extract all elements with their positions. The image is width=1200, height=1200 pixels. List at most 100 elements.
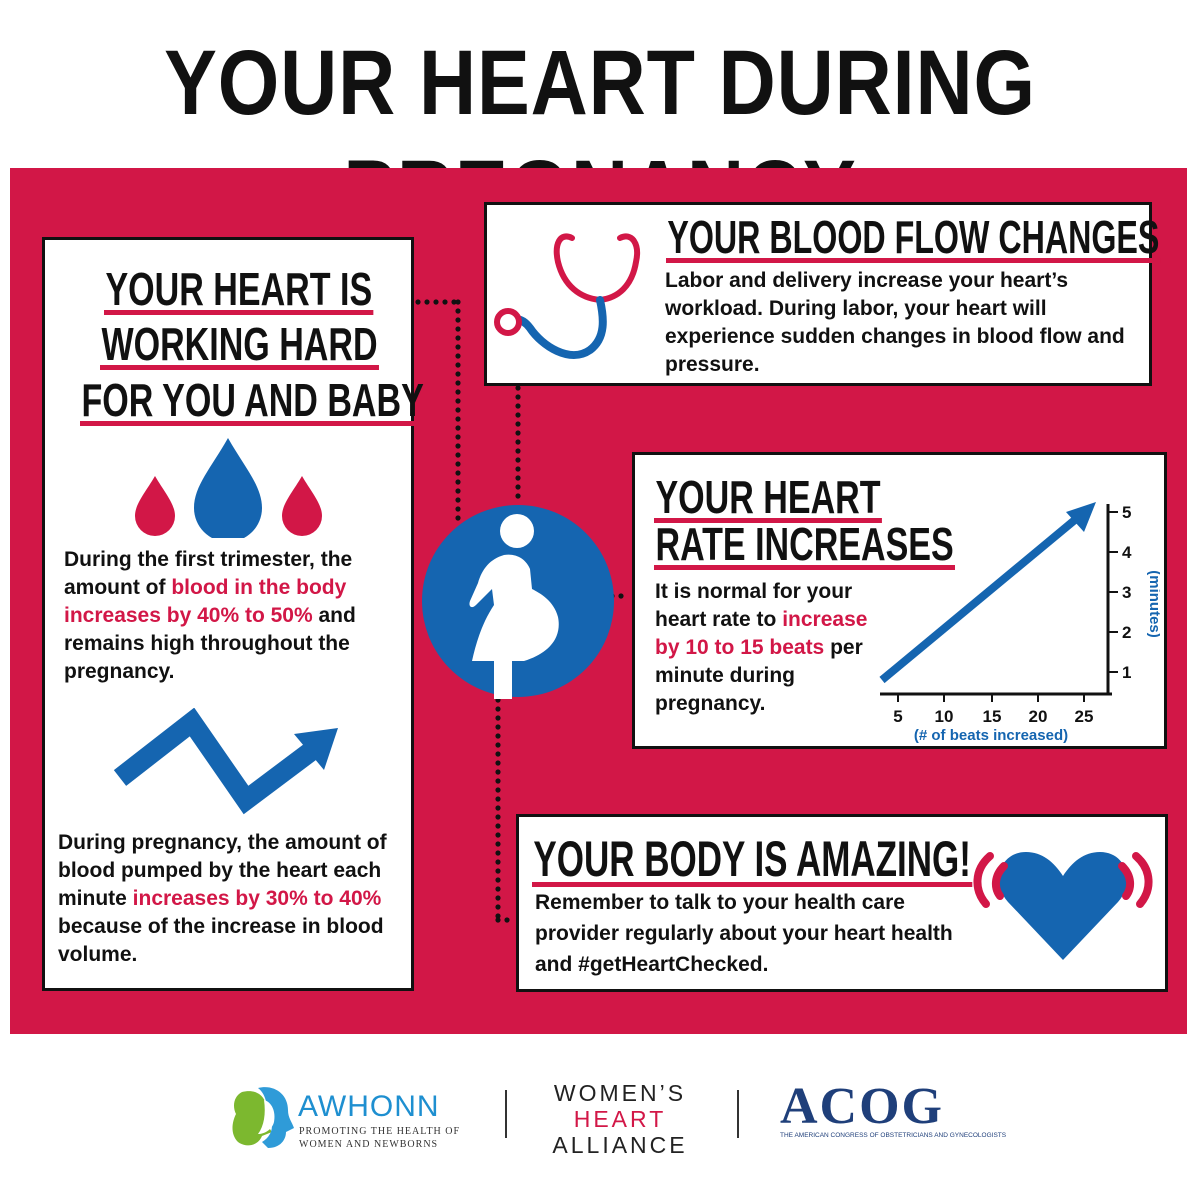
y-tick-4: 4	[1122, 543, 1132, 562]
connector-dot	[495, 859, 501, 865]
blood-drops-icon	[135, 438, 322, 538]
y-tick-5: 5	[1122, 503, 1131, 522]
wha-line-2: HEART	[573, 1106, 667, 1132]
connector-dot	[515, 448, 521, 454]
connector-dot	[495, 760, 501, 766]
connector-dot	[495, 895, 501, 901]
x-tick-5: 5	[893, 707, 902, 726]
connector-dot	[495, 787, 501, 793]
connector-dot	[455, 326, 461, 332]
connector-dot	[495, 796, 501, 802]
connector-dot	[515, 484, 521, 490]
blood-volume-text: During the first trimester, the amount o…	[64, 548, 356, 683]
zigzag-arrow-icon	[113, 708, 338, 815]
connector-dot	[455, 299, 461, 305]
blood-flow-text: Labor and delivery increase your heart’s…	[665, 269, 1125, 376]
connector-dot	[424, 299, 430, 305]
connector-dot	[442, 299, 448, 305]
connector-dot	[455, 443, 461, 449]
blood-flow-heading: YOUR BLOOD FLOW CHANGES	[667, 211, 1160, 263]
connector-dot	[455, 353, 461, 359]
connector-dot	[495, 868, 501, 874]
x-tick-20: 20	[1029, 707, 1048, 726]
wha-line-3: ALLIANCE	[552, 1132, 688, 1158]
heart-working-heading-1: YOUR HEART IS	[105, 263, 373, 315]
connector-dot	[495, 751, 501, 757]
connector-dot	[415, 299, 421, 305]
awhonn-name: AWHONN	[298, 1090, 440, 1123]
connector-dot	[618, 593, 624, 599]
connector-dot	[495, 742, 501, 748]
connector-dot	[495, 886, 501, 892]
connector-dot	[515, 493, 521, 499]
y-axis-label: (minutes)	[1146, 570, 1160, 638]
connector-dot	[495, 715, 501, 721]
heart-rate-heading-2: RATE INCREASES	[655, 518, 954, 570]
connector-dot	[455, 488, 461, 494]
stethoscope-icon	[494, 233, 640, 359]
connector-dot	[515, 475, 521, 481]
x-tick-10: 10	[935, 707, 954, 726]
acog-name: ACOG	[780, 1078, 944, 1135]
awhonn-logo[interactable]: AWHONN PROMOTING THE HEALTH OF WOMEN AND…	[228, 1086, 468, 1156]
connector-dot	[495, 823, 501, 829]
connector-dot	[515, 457, 521, 463]
connector-dot	[455, 434, 461, 440]
connector-dot	[455, 416, 461, 422]
connector-dot	[455, 389, 461, 395]
connector-dot	[455, 425, 461, 431]
connector-dot	[495, 904, 501, 910]
connector-dot	[495, 805, 501, 811]
connector-dot	[515, 394, 521, 400]
x-axis-label: (# of beats increased)	[914, 727, 1068, 744]
connector-dot	[515, 412, 521, 418]
connector-dot	[495, 733, 501, 739]
heart-rate-chart: 5 4 3 2 1 5 10 15 20 25 (# of beats incr…	[879, 502, 1160, 744]
connector-dot	[455, 506, 461, 512]
awhonn-tagline-1: PROMOTING THE HEALTH OF	[299, 1126, 461, 1137]
connector-dot	[455, 515, 461, 521]
heart-working-heading-2: WORKING HARD	[101, 318, 378, 370]
x-tick-15: 15	[983, 707, 1002, 726]
connector-dot	[455, 371, 461, 377]
pregnant-woman-icon	[422, 505, 614, 699]
footer-divider-1	[505, 1090, 507, 1138]
connector-dot	[515, 403, 521, 409]
connector-dot	[455, 317, 461, 323]
y-tick-3: 3	[1122, 583, 1131, 602]
acog-logo[interactable]: ACOG THE AMERICAN CONGRESS OF OBSTETRICI…	[780, 1078, 1006, 1150]
connector-dot	[495, 917, 501, 923]
connector-dot	[515, 439, 521, 445]
connector-dot	[495, 832, 501, 838]
connector-dot	[495, 850, 501, 856]
heart-rate-text: It is normal for your heart rate to incr…	[655, 580, 868, 715]
y-tick-2: 2	[1122, 623, 1131, 642]
connector-dot	[455, 461, 461, 467]
connector-dot	[515, 430, 521, 436]
heart-working-card	[42, 237, 414, 991]
body-amazing-heading: YOUR BODY IS AMAZING!	[533, 831, 971, 887]
body-amazing-text: Remember to talk to your health care pro…	[535, 891, 953, 976]
x-tick-25: 25	[1075, 707, 1094, 726]
connector-dot	[455, 479, 461, 485]
connector-dot	[495, 913, 501, 919]
connector-dot	[495, 841, 501, 847]
y-tick-1: 1	[1122, 663, 1131, 682]
connector-dot	[515, 466, 521, 472]
connector-dot	[515, 421, 521, 427]
connector-dot	[504, 917, 510, 923]
connector-dot	[455, 308, 461, 314]
blood-flow-card	[484, 202, 1152, 386]
heart-rate-heading-1: YOUR HEART	[655, 471, 881, 523]
connector-dot	[455, 398, 461, 404]
connector-dot	[495, 778, 501, 784]
connector-dot	[495, 706, 501, 712]
connector-dot	[455, 452, 461, 458]
womens-heart-alliance-logo[interactable]: WOMEN’S HEART ALLIANCE	[540, 1080, 700, 1160]
connector-dot	[455, 344, 461, 350]
acog-tagline: THE AMERICAN CONGRESS OF OBSTETRICIANS A…	[780, 1132, 1007, 1139]
connector-dot	[455, 335, 461, 341]
beating-heart-icon	[973, 852, 1153, 960]
connector-dot	[495, 877, 501, 883]
awhonn-tagline-2: WOMEN AND NEWBORNS	[299, 1139, 439, 1150]
